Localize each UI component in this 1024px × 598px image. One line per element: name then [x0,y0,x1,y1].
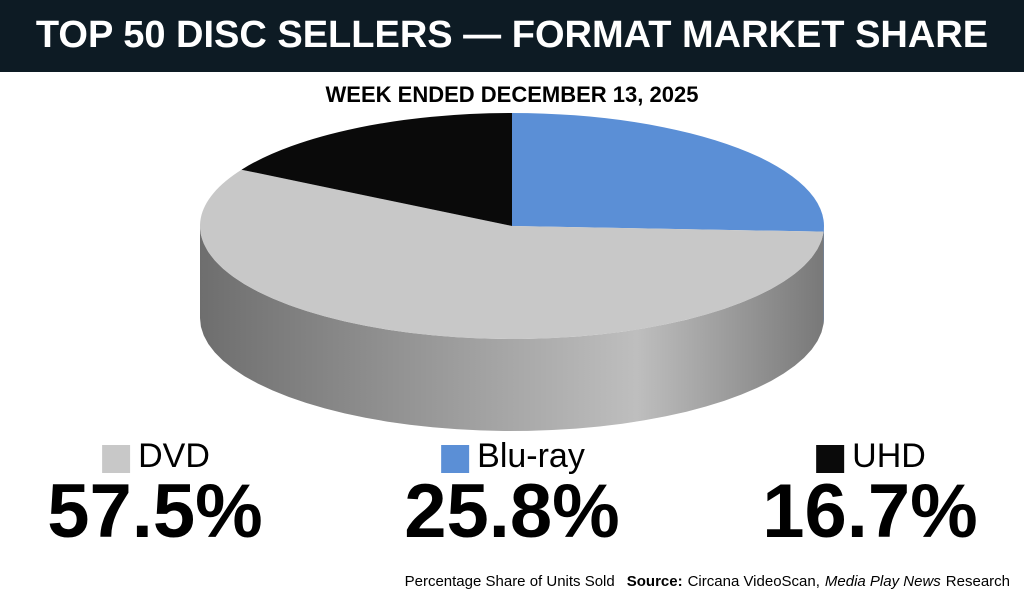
legend-swatch [816,445,845,473]
legend-label: DVD [138,437,210,475]
legend-label: Blu-ray [477,437,585,475]
legend-swatch [441,445,470,473]
chart-subtitle: WEEK ENDED DECEMBER 13, 2025 [326,82,699,107]
slice [512,113,825,232]
title-bar [0,0,1024,72]
footnote-suffix: Research [946,573,1010,590]
value-label: 25.8% [404,469,620,554]
footnote-publication: Media Play News [825,573,941,590]
pie [200,113,825,431]
slice-side-shade [200,226,824,431]
value-label: 57.5% [47,469,263,554]
slice [200,169,824,339]
legend-label: UHD [852,437,926,475]
chart-title: TOP 50 DISC SELLERS — FORMAT MARKET SHAR… [36,14,988,56]
footnote-note: Percentage Share of Units Sold [405,573,615,590]
footnote-source: Circana VideoScan, [688,573,820,590]
slice [241,113,512,226]
footnote: Percentage Share of Units Sold Source: Cir… [405,573,1010,590]
legend-swatch [102,445,131,473]
value-label: 16.7% [762,469,978,554]
footnote-source-label: Source: [627,573,683,590]
